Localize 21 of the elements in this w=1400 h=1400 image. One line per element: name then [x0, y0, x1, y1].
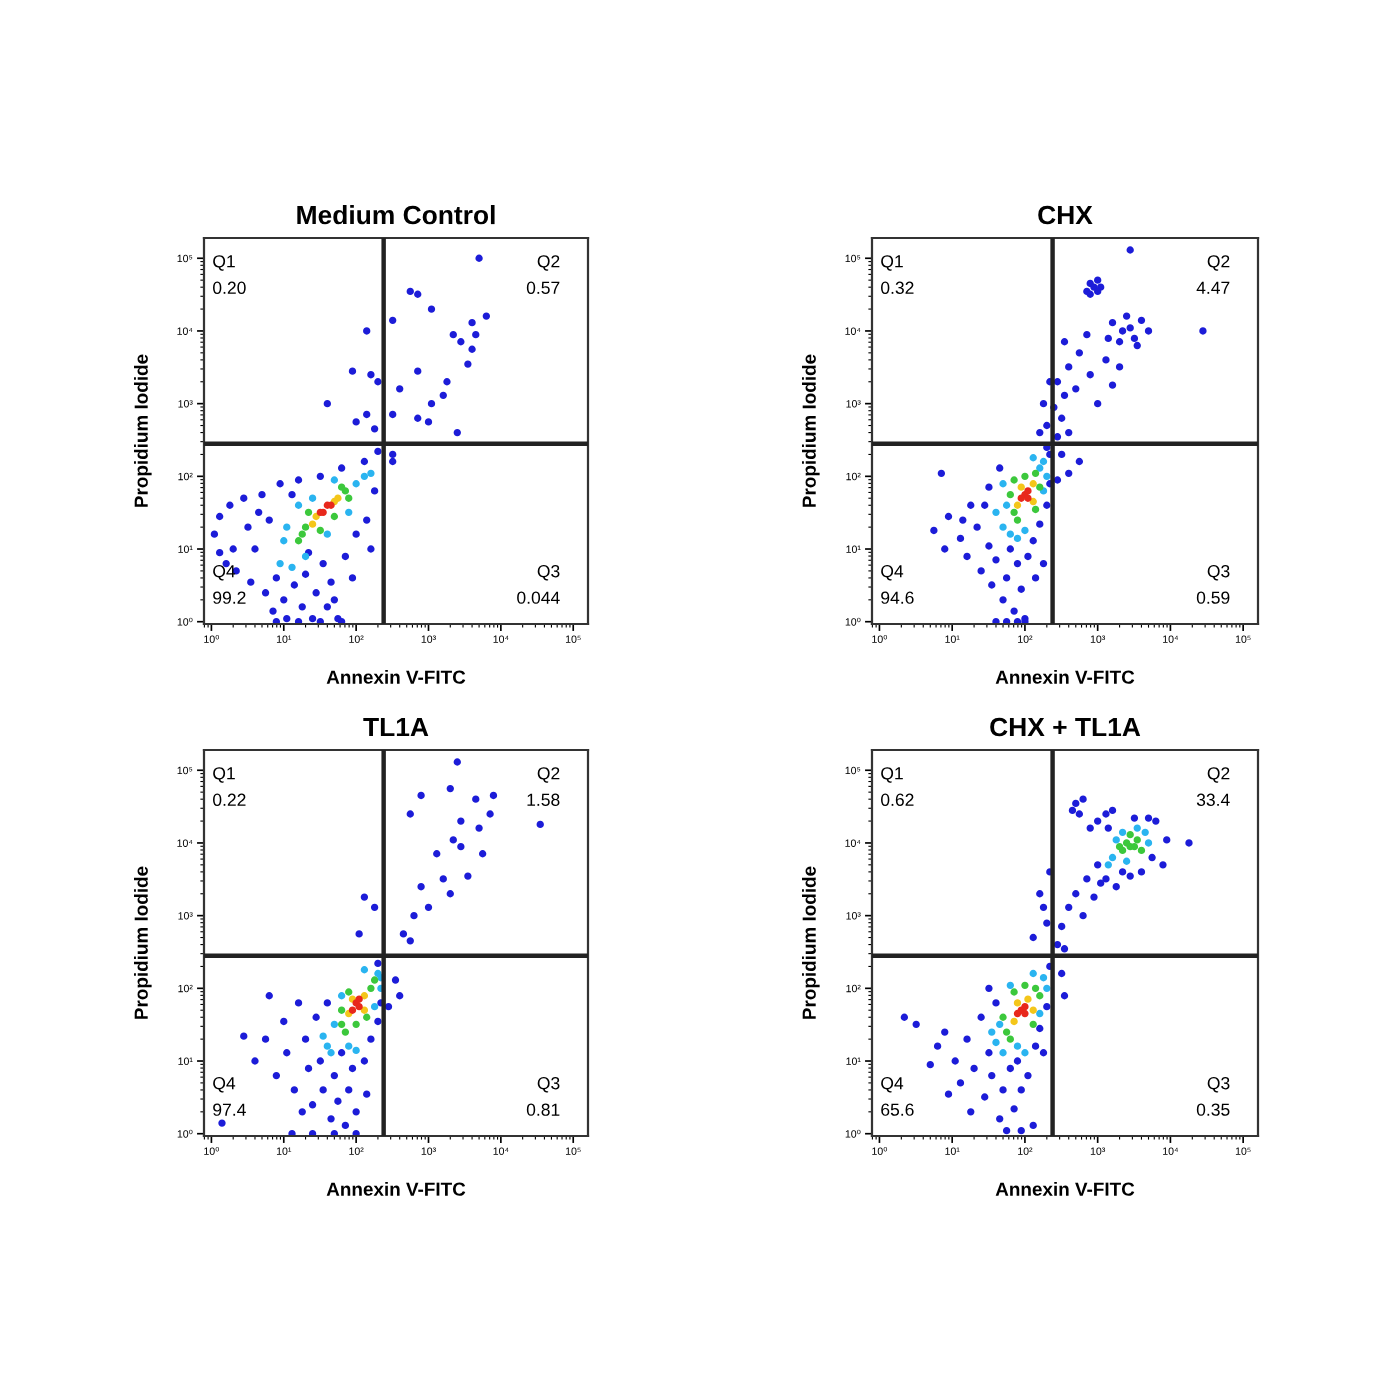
x-axis-title: Annexin V-FITC — [326, 1181, 466, 1196]
annotation: Q1 0.62 — [881, 767, 914, 806]
annotation: Q1 0.32 — [881, 255, 914, 294]
y-axis-title: Propidium Iodide — [802, 354, 820, 507]
x-axis-title: Annexin V-FITC — [995, 1181, 1135, 1196]
annotation: Q3 0.35 — [1196, 1077, 1230, 1116]
annotation: Q2 1.58 — [527, 767, 560, 806]
annotation: Q4 94.6 — [881, 565, 914, 604]
annotation: Q2 4.47 — [1196, 255, 1230, 294]
annotation: Q3 0.81 — [526, 1077, 560, 1116]
chart-title: CHX + TL1A — [990, 717, 1141, 737]
chart-title: TL1A — [363, 717, 429, 737]
annotation: Q1 0.22 — [213, 767, 246, 806]
y-axis-title: Propidium Iodide — [134, 866, 152, 1019]
annotation: Q4 65.6 — [881, 1077, 914, 1116]
annotation: Q3 0.59 — [1196, 565, 1230, 604]
y-axis-title: Propidium Iodide — [802, 866, 820, 1019]
annotation: Q4 97.4 — [213, 1077, 246, 1116]
annotation: Q2 33.4 — [1196, 767, 1230, 806]
x-axis-title: Annexin V-FITC — [995, 669, 1135, 684]
chart-title: CHX — [1038, 205, 1093, 225]
